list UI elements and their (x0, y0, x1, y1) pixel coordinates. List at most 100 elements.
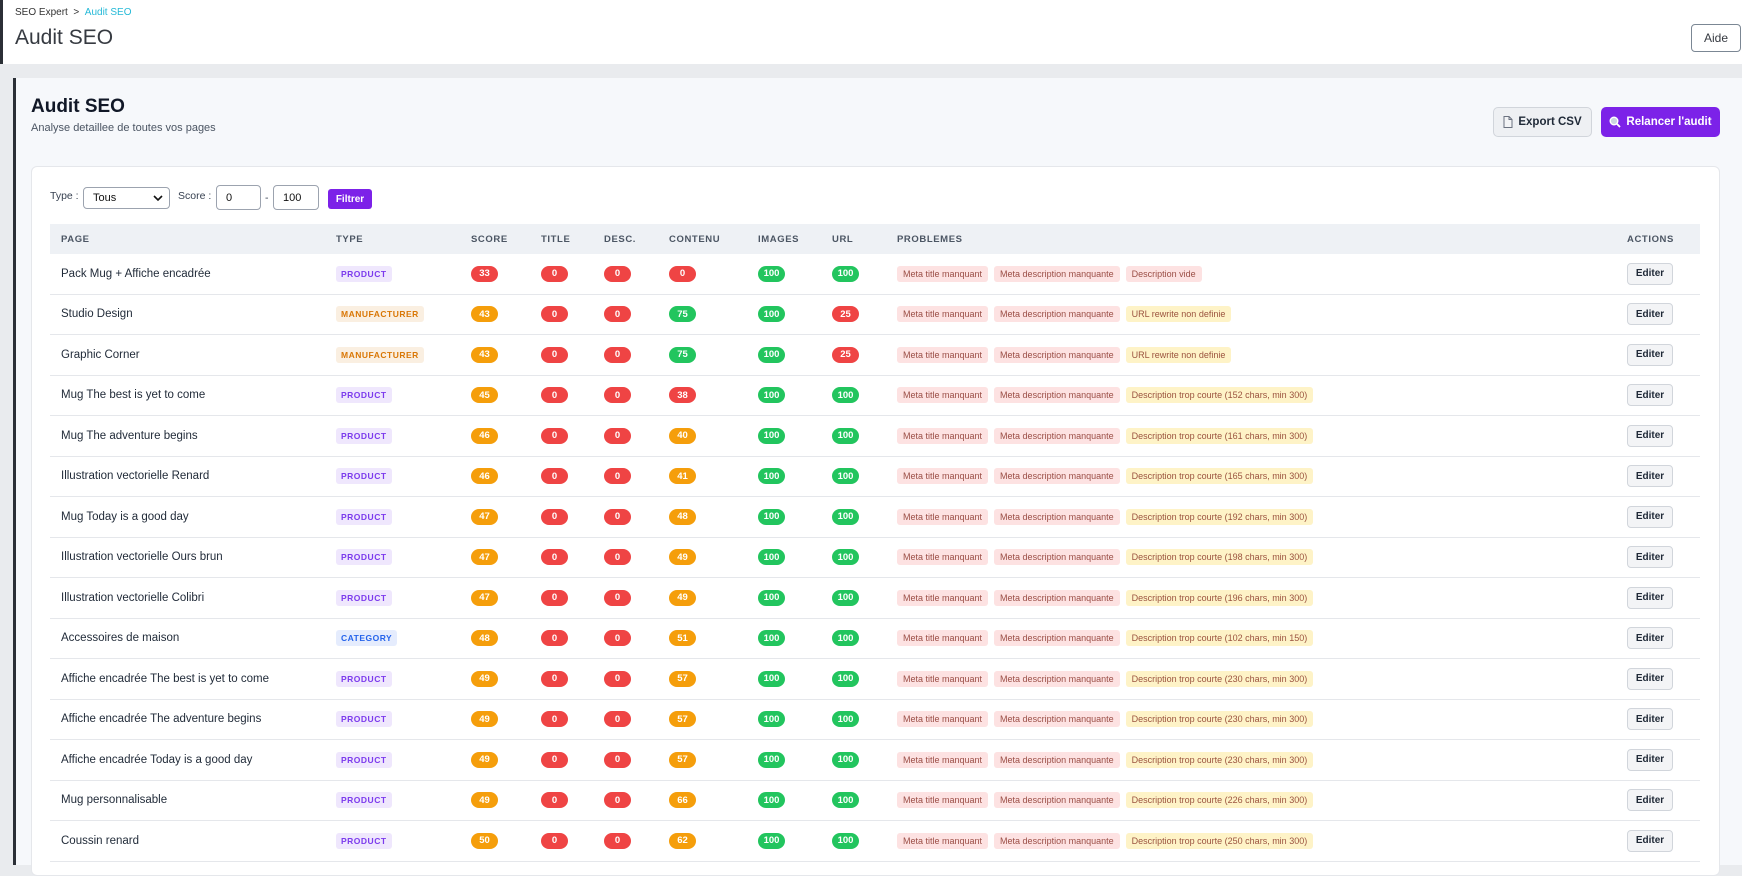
edit-button[interactable]: Editer (1627, 384, 1673, 407)
problem-tag: Description trop courte (161 chars, min … (1125, 427, 1314, 444)
table-row: Illustration vectorielle Colibri PRODUCT 4… (50, 578, 1700, 619)
score-label: Score : (178, 190, 212, 202)
edit-button[interactable]: Editer (1627, 586, 1673, 609)
score-badge: 50 (471, 832, 498, 849)
images-badge: 100 (758, 630, 785, 647)
problem-tag: Meta title manquant (897, 346, 989, 363)
score-badge: 47 (471, 508, 498, 525)
edit-button[interactable]: Editer (1627, 789, 1673, 812)
description-badge: 0 (604, 427, 631, 444)
edit-button[interactable]: Editer (1627, 303, 1673, 326)
score-min-input[interactable]: 0 (216, 185, 261, 210)
content-badge: 51 (669, 630, 696, 647)
problem-tag: Meta title manquant (897, 549, 989, 566)
type-label: Type : (50, 190, 79, 202)
title-badge: 0 (541, 508, 568, 525)
edit-button[interactable]: Editer (1627, 627, 1673, 650)
help-button[interactable]: Aide (1691, 24, 1741, 52)
problem-tag: Description trop courte (165 chars, min … (1125, 468, 1314, 485)
table-row: Affiche encadrée The adventure begins PRO… (50, 700, 1700, 740)
url-badge: 25 (832, 306, 859, 323)
images-badge: 100 (758, 670, 785, 687)
problem-tag: Meta description manquante (994, 630, 1120, 647)
edit-button[interactable]: Editer (1627, 424, 1673, 447)
problem-tag: URL rewrite non definie (1125, 346, 1232, 363)
problem-tag: Description trop courte (192 chars, min … (1125, 508, 1314, 525)
content-badge: 40 (669, 427, 696, 444)
table-row: Illustration vectorielle Ours brun PRODUC… (50, 538, 1700, 578)
problem-tag: URL rewrite non definie (1125, 306, 1232, 323)
content-badge: 62 (669, 832, 696, 849)
search-icon (1609, 116, 1622, 128)
table-row: Graphic Corner MANUFACTURER 43 0 0 75 100 25 Met… (50, 335, 1700, 376)
type-badge: PRODUCT (336, 387, 392, 404)
chevron-icon (153, 195, 163, 202)
problem-tag: Meta description manquante (994, 427, 1120, 444)
page-name: Coussin renard (61, 834, 139, 847)
type-select-value: Tous (93, 192, 117, 204)
export-label: Export CSV (1518, 116, 1582, 128)
page-name: Mug The best is yet to come (61, 389, 206, 402)
edit-button[interactable]: Editer (1627, 829, 1673, 852)
problem-tag: Meta description manquante (994, 670, 1120, 687)
title-badge: 0 (541, 670, 568, 687)
page-name: Mug personnalisable (61, 794, 168, 807)
column-header: IMAGES (758, 234, 800, 245)
type-badge: PRODUCT (336, 427, 392, 444)
edit-button[interactable]: Editer (1627, 546, 1673, 569)
url-badge: 100 (832, 589, 859, 606)
edit-button[interactable]: Editer (1627, 465, 1673, 488)
filter-button[interactable]: Filtrer (328, 189, 372, 209)
problem-tag: Meta title manquant (897, 468, 989, 485)
problem-tag: Meta title manquant (897, 832, 989, 849)
score-separator: - (265, 192, 269, 204)
problem-tag: Meta description manquante (994, 265, 1120, 282)
problem-tag: Description trop courte (198 chars, min … (1125, 549, 1314, 566)
edit-button[interactable]: Editer (1627, 262, 1673, 285)
problem-tag: Meta title manquant (897, 508, 989, 525)
url-badge: 100 (832, 751, 859, 768)
edit-button[interactable]: Editer (1627, 667, 1673, 690)
export-button[interactable]: Export CSV (1493, 107, 1592, 137)
problem-tag: Description vide (1125, 265, 1202, 282)
score-max-input[interactable]: 100 (273, 185, 319, 210)
score-badge: 45 (471, 387, 498, 404)
type-select[interactable]: Tous (83, 187, 170, 209)
page-name: Affiche encadrée The adventure begins (61, 713, 262, 726)
page-name: Affiche encadrée Today is a good day (61, 753, 253, 766)
problem-tag: Meta title manquant (897, 630, 989, 647)
type-badge: PRODUCT (336, 792, 392, 809)
page-name: Pack Mug + Affiche encadrée (61, 267, 211, 280)
title-badge: 0 (541, 387, 568, 404)
edit-button[interactable]: Editer (1627, 343, 1673, 366)
score-badge: 46 (471, 468, 498, 485)
problem-list: Meta title manquant Meta description manq… (897, 427, 1314, 444)
problem-tag: Meta title manquant (897, 427, 989, 444)
problem-tag: Meta description manquante (994, 306, 1120, 323)
rerun-button[interactable]: Relancer l'audit (1601, 107, 1720, 137)
edit-button[interactable]: Editer (1627, 505, 1673, 528)
top-bar: SEO Expert > Audit SEO Audit SEO Aide (0, 0, 1742, 64)
url-badge: 100 (832, 427, 859, 444)
panel-subtitle: Analyse detaillee de toutes vos pages (31, 122, 216, 134)
problem-tag: Description trop courte (250 chars, min … (1125, 832, 1314, 849)
score-badge: 47 (471, 589, 498, 606)
edit-button[interactable]: Editer (1627, 748, 1673, 771)
url-badge: 100 (832, 670, 859, 687)
score-badge: 46 (471, 427, 498, 444)
breadcrumb-current: Audit SEO (84, 7, 132, 18)
images-badge: 100 (758, 306, 785, 323)
problem-tag: Meta description manquante (994, 589, 1120, 606)
problem-list: Meta title manquant Meta description manq… (897, 589, 1314, 606)
description-badge: 0 (604, 589, 631, 606)
description-badge: 0 (604, 711, 631, 728)
breadcrumb-root[interactable]: SEO Expert (15, 7, 68, 18)
content-badge: 66 (669, 792, 696, 809)
type-badge: PRODUCT (336, 265, 392, 282)
type-badge: PRODUCT (336, 832, 392, 849)
content-badge: 48 (669, 508, 696, 525)
problem-list: Meta title manquant Meta description manq… (897, 711, 1314, 728)
score-max-value: 100 (283, 191, 302, 204)
edit-button[interactable]: Editer (1627, 708, 1673, 731)
